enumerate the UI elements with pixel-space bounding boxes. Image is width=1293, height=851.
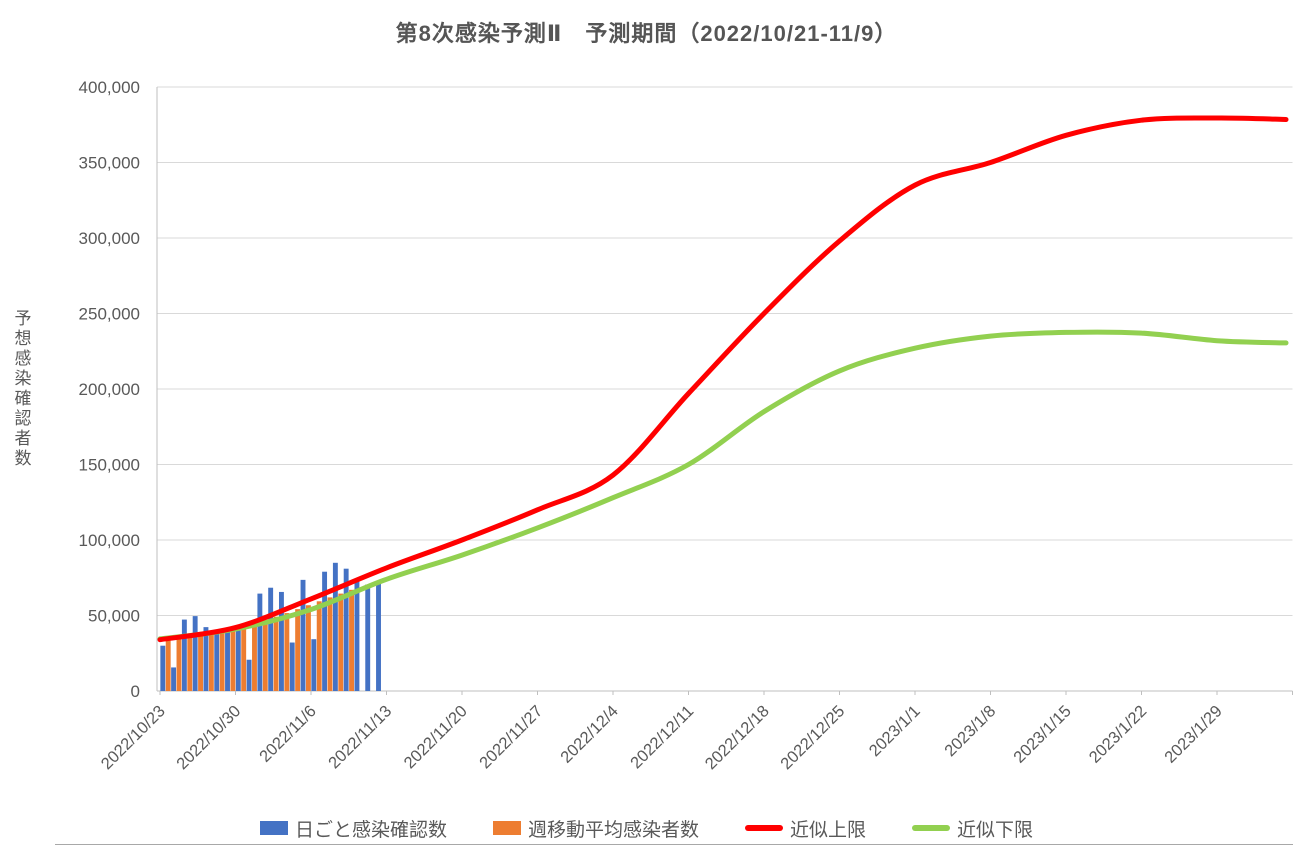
moving-average-bar[interactable] (338, 593, 344, 691)
daily-cases-bar[interactable] (311, 639, 317, 691)
daily-cases-bar[interactable] (365, 584, 371, 691)
x-tick-label: 2022/12/11 (627, 702, 697, 772)
daily-cases-bar[interactable] (376, 582, 381, 691)
daily-cases-bar[interactable] (203, 627, 209, 691)
legend-label: 日ごと感染確認数 (294, 819, 447, 841)
x-tick-label: 2022/12/18 (702, 702, 773, 773)
y-tick-label: 350,000 (79, 154, 140, 173)
moving-average-bar[interactable] (187, 637, 193, 691)
legend-item-daily-cases[interactable]: 日ごと感染確認数 (259, 815, 447, 842)
x-tick-label: 2022/11/27 (476, 702, 546, 772)
y-tick-label: 100,000 (79, 531, 140, 550)
y-tick-label: 50,000 (88, 607, 140, 626)
daily-cases-bar[interactable] (214, 631, 220, 691)
legend-item-lower-bound[interactable]: 近似下限 (912, 815, 1033, 842)
moving-average-bar[interactable] (349, 589, 355, 691)
x-tick-label: 2022/11/6 (256, 702, 320, 766)
daily-cases-bar[interactable] (332, 562, 338, 691)
daily-cases-bar[interactable] (289, 642, 295, 691)
y-tick-label: 200,000 (79, 380, 140, 399)
moving-average-bar[interactable] (208, 633, 214, 691)
orange-bar-swatch-icon (492, 821, 521, 835)
x-tick-label: 2023/1/8 (941, 702, 999, 760)
moving-average-bar[interactable] (327, 597, 333, 691)
x-tick-label: 2022/10/30 (173, 702, 244, 773)
daily-cases-bar[interactable] (192, 616, 198, 691)
chart-title: 第8次感染予測Ⅱ 予測期間（2022/10/21-11/9） (395, 21, 898, 46)
legend-label: 近似下限 (957, 819, 1034, 841)
y-tick-label: 250,000 (79, 305, 140, 324)
x-tick-label: 2023/1/1 (866, 702, 924, 760)
y-tick-label: 150,000 (79, 456, 140, 475)
x-tick-label: 2022/12/4 (557, 702, 622, 767)
moving-average-bar[interactable] (241, 626, 247, 691)
lower-bound-line[interactable] (157, 329, 1289, 642)
x-tick-label: 2022/12/25 (777, 702, 848, 773)
moving-average-bar[interactable] (316, 601, 322, 691)
moving-average-bar[interactable] (230, 629, 236, 691)
moving-average-bar[interactable] (284, 613, 290, 691)
legend-item-upper-bound[interactable]: 近似上限 (745, 815, 866, 842)
daily-cases-bar[interactable] (181, 619, 187, 691)
green-line-swatch-icon (912, 825, 951, 831)
daily-cases-bar[interactable] (160, 645, 166, 691)
moving-average-bar[interactable] (295, 609, 301, 691)
y-tick-label: 300,000 (79, 229, 140, 248)
x-tick-label: 2023/1/29 (1161, 702, 1226, 767)
daily-cases-bar[interactable] (235, 627, 241, 691)
daily-cases-bar[interactable] (246, 659, 252, 691)
x-tick-label: 2023/1/22 (1086, 702, 1151, 767)
moving-average-bar[interactable] (262, 620, 268, 691)
legend-item-weekly-moving-average[interactable]: 週移動平均感染者数 (492, 815, 699, 842)
legend-label: 週移動平均感染者数 (527, 819, 699, 841)
daily-cases-bar[interactable] (257, 593, 263, 691)
legend-label: 近似上限 (790, 819, 867, 841)
x-tick-label: 2023/1/15 (1010, 702, 1075, 767)
chart-legend: 日ごと感染確認数 週移動平均感染者数 近似上限 近似下限 (0, 814, 1293, 842)
upper-bound-line[interactable] (157, 115, 1289, 643)
daily-cases-bar[interactable] (354, 580, 360, 691)
bottom-divider (55, 844, 1293, 845)
daily-cases-bar[interactable] (278, 591, 284, 691)
daily-cases-bar[interactable] (300, 579, 306, 691)
x-tick-label: 2022/11/13 (325, 702, 395, 772)
moving-average-bar[interactable] (219, 631, 225, 691)
daily-cases-bar[interactable] (268, 587, 274, 691)
y-axis-title: 予想感染確認者数 (11, 309, 31, 469)
red-line-swatch-icon (745, 825, 783, 831)
moving-average-bar[interactable] (176, 639, 182, 691)
y-tick-label: 400,000 (79, 78, 140, 97)
daily-cases-bar[interactable] (171, 667, 177, 691)
moving-average-bar[interactable] (198, 635, 204, 691)
moving-average-bar[interactable] (273, 616, 279, 691)
moving-average-bar[interactable] (305, 605, 311, 691)
y-tick-label: 0 (131, 682, 140, 701)
x-tick-label: 2022/10/23 (98, 702, 169, 773)
blue-bar-swatch-icon (259, 821, 288, 835)
moving-average-bar[interactable] (165, 640, 171, 691)
daily-cases-bar[interactable] (343, 568, 349, 691)
moving-average-bar[interactable] (252, 624, 257, 691)
daily-cases-bar[interactable] (225, 631, 230, 691)
x-tick-label: 2022/11/20 (401, 702, 471, 772)
daily-cases-bar[interactable] (322, 571, 328, 691)
